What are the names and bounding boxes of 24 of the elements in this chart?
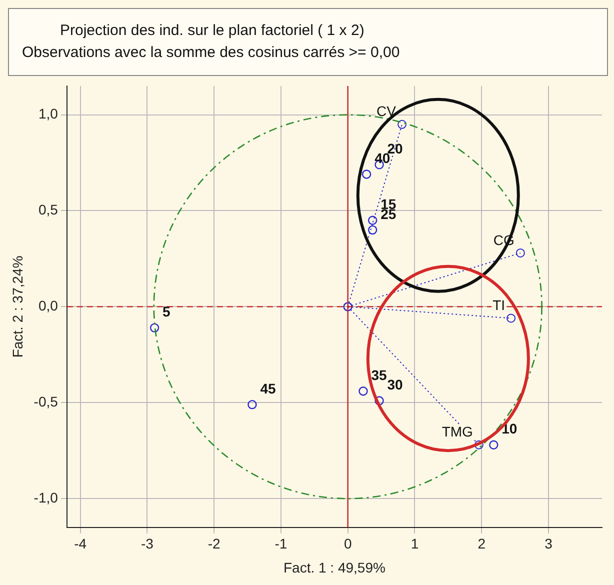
annotation: 35 bbox=[371, 367, 388, 383]
annotation: CV bbox=[376, 103, 397, 120]
x-tick-label: -1 bbox=[274, 536, 288, 552]
y-tick-label: 1,0 bbox=[38, 106, 58, 122]
annotation: TMG bbox=[442, 424, 473, 440]
x-tick-label: 2 bbox=[478, 536, 486, 552]
x-tick-label: -2 bbox=[208, 536, 221, 552]
chart-title: Projection des ind. sur le plan factoriel ( 1 x 2) bbox=[60, 22, 364, 39]
y-tick-label: -1,0 bbox=[34, 489, 58, 506]
annotation: 30 bbox=[387, 376, 404, 393]
x-tick-label: 1 bbox=[410, 536, 419, 552]
x-axis-title: Fact. 1 : 49,59% bbox=[283, 559, 386, 576]
x-tick-label: 3 bbox=[544, 536, 553, 552]
y-tick-label: -0,5 bbox=[34, 394, 58, 410]
chart-subtitle: Observations avec la somme des cosinus carrés >= 0,00 bbox=[22, 44, 400, 61]
annotation: 5 bbox=[162, 304, 171, 320]
y-tick-label: 0,0 bbox=[38, 298, 58, 314]
x-tick-label: -3 bbox=[140, 536, 154, 552]
x-tick-label: 0 bbox=[344, 536, 352, 552]
y-tick-label: 0,5 bbox=[38, 202, 58, 218]
y-axis-title: Fact. 2 : 37,24% bbox=[9, 256, 26, 358]
annotation: 45 bbox=[260, 380, 276, 396]
x-tick-label: -4 bbox=[74, 536, 87, 552]
annotation: TI bbox=[492, 297, 506, 314]
